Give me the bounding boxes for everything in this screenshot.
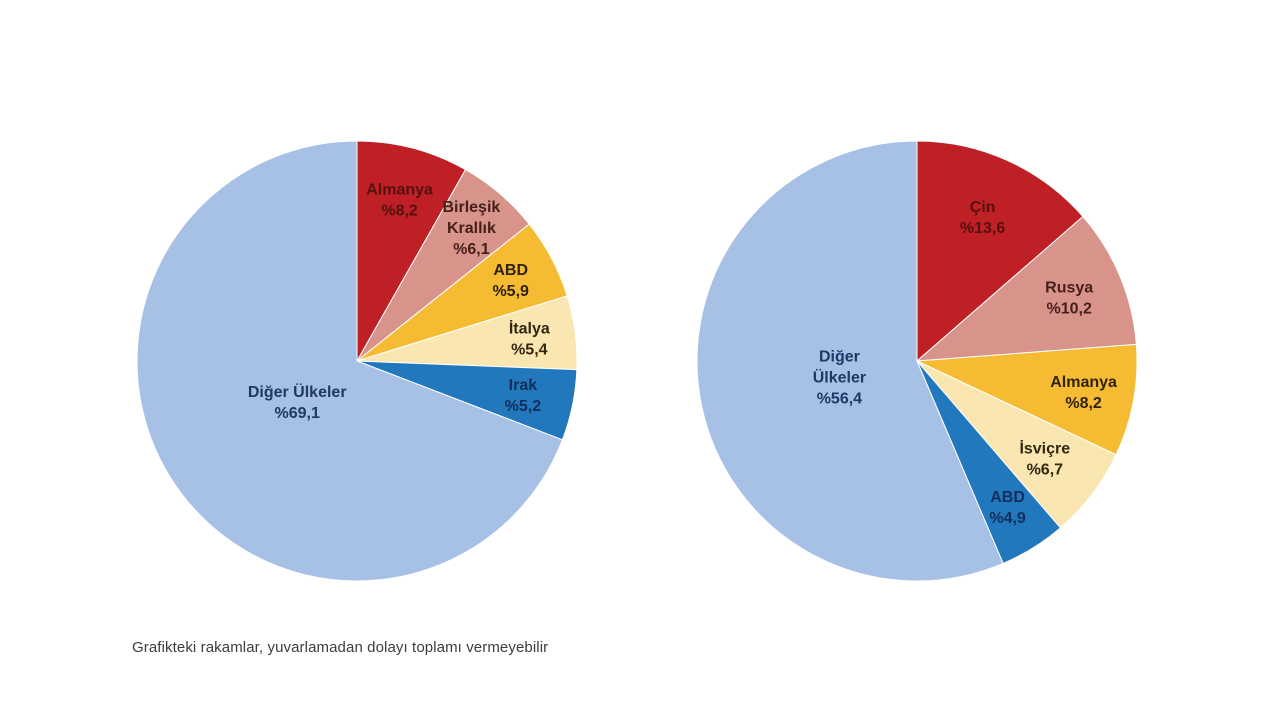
pie-label-germany: Almanya %8,2 <box>366 181 433 219</box>
pie-label-italy: İtalya %5,4 <box>509 320 550 359</box>
pie-label-other-countries: Diğer Ülkeler %69,1 <box>248 382 347 422</box>
pie-chart-left: Almanya %8,2 Birleşik Krallık %6,1 ABD %5,9 İta… <box>127 131 587 591</box>
pie-slice-germany <box>916 343 1138 456</box>
pie-label-iraq: Irak %5,2 <box>505 377 542 415</box>
pie-slice-china <box>916 140 1084 362</box>
pie-label-russia: Rusya %10,2 <box>1045 280 1093 318</box>
pie-chart-left-svg: Almanya %8,2 Birleşik Krallık %6,1 ABD %5,9 İta… <box>136 140 578 582</box>
pie-chart-right-svg: Çin %13,6 Rusya %10,2 Almanya %8,2 İsviçre %6,7… <box>696 140 1138 582</box>
pie-label-united-kingdom: Birleşik Krallık %6,1 <box>442 199 500 258</box>
pie-chart-right: Çin %13,6 Rusya %10,2 Almanya %8,2 İsviçre %6,7… <box>687 131 1147 591</box>
pie-label-usa: ABD %5,9 <box>492 262 529 300</box>
pie-label-other-countries: Diğer Ülkeler %56,4 <box>813 348 866 407</box>
pie-slice-russia <box>916 216 1137 362</box>
footnote: Grafikteki rakamlar, yuvarlamadan dolayı… <box>132 639 549 656</box>
pie-slice-other-countries <box>696 140 1004 582</box>
pie-label-china: Çin %13,6 <box>960 199 1005 237</box>
pie-slice-other-countries <box>136 140 563 582</box>
pie-slice-germany <box>356 140 466 362</box>
pie-label-switzerland: İsviçre %6,7 <box>1019 439 1070 478</box>
pie-label-usa: ABD %4,9 <box>989 489 1026 527</box>
pie-label-germany: Almanya %8,2 <box>1050 374 1117 412</box>
